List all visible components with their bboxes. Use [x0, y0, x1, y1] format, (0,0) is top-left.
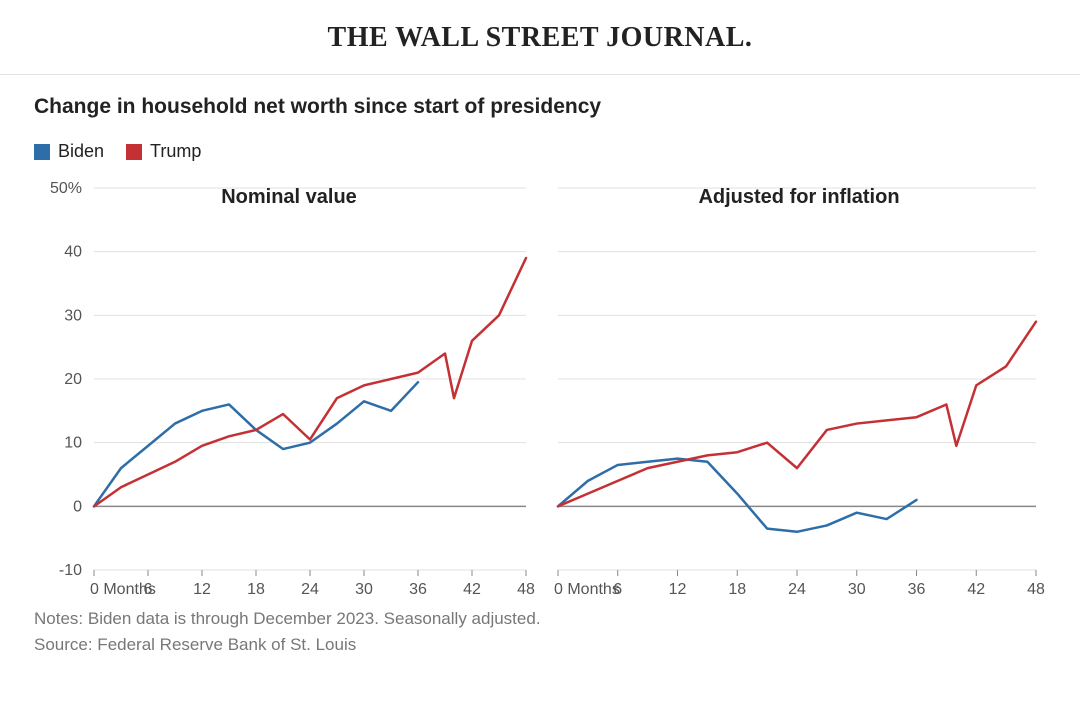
x-tick-label: 12: [193, 581, 211, 598]
footnote-line: Source: Federal Reserve Bank of St. Loui…: [34, 632, 1046, 658]
x-tick-label: 36: [908, 581, 926, 598]
x-tick-label: 12: [669, 581, 687, 598]
chart-svg: -1001020304050%0 Months612182430364248: [34, 172, 544, 602]
footnotes: Notes: Biden data is through December 20…: [0, 606, 1080, 657]
panel-title: Adjusted for inflation: [544, 186, 1054, 209]
chart-svg: 0 Months6 12 18 24 30 36 42 48: [544, 172, 1054, 602]
x-tick-label: 18: [728, 581, 746, 598]
x-tick-label: 0 Months: [554, 581, 620, 598]
series-line-biden: [558, 459, 917, 532]
y-tick-label: -10: [59, 562, 82, 579]
legend-label: Biden: [58, 141, 104, 162]
x-tick-label: 30: [848, 581, 866, 598]
x-tick-label: 42: [967, 581, 985, 598]
legend: Biden Trump: [34, 141, 1046, 162]
x-tick-label: 42: [463, 581, 481, 598]
legend-item-trump: Trump: [126, 141, 201, 162]
charts-row: Nominal value-1001020304050%0 Months6121…: [34, 172, 1046, 602]
y-tick-label: 0: [73, 498, 82, 515]
masthead: THE WALL STREET JOURNAL.: [0, 0, 1080, 75]
content-area: Change in household net worth since star…: [0, 75, 1080, 602]
panel-title: Nominal value: [34, 186, 544, 209]
masthead-title: THE WALL STREET JOURNAL.: [0, 22, 1080, 54]
x-tick-label: 18: [247, 581, 265, 598]
legend-label: Trump: [150, 141, 201, 162]
swatch-icon: [126, 144, 142, 160]
x-tick-label: 6: [144, 581, 153, 598]
y-tick-label: 30: [64, 307, 82, 324]
chart-panel: Adjusted for inflation 0 Months6 12 18 24 30 3…: [544, 172, 1054, 602]
series-line-trump: [558, 322, 1036, 507]
chart-title: Change in household net worth since star…: [34, 95, 1046, 119]
y-tick-label: 10: [64, 435, 82, 452]
x-tick-label: 48: [1027, 581, 1045, 598]
y-tick-label: 40: [64, 244, 82, 261]
swatch-icon: [34, 144, 50, 160]
chart-panel: Nominal value-1001020304050%0 Months6121…: [34, 172, 544, 602]
y-tick-label: 20: [64, 371, 82, 388]
x-tick-label: 6: [613, 581, 622, 598]
x-tick-label: 36: [409, 581, 427, 598]
footnote-line: Notes: Biden data is through December 20…: [34, 606, 1046, 632]
series-line-trump: [94, 258, 526, 506]
x-tick-label: 24: [301, 581, 319, 598]
x-tick-label: 30: [355, 581, 373, 598]
series-line-biden: [94, 382, 418, 506]
legend-item-biden: Biden: [34, 141, 104, 162]
x-tick-label: 24: [788, 581, 806, 598]
x-tick-label: 48: [517, 581, 535, 598]
